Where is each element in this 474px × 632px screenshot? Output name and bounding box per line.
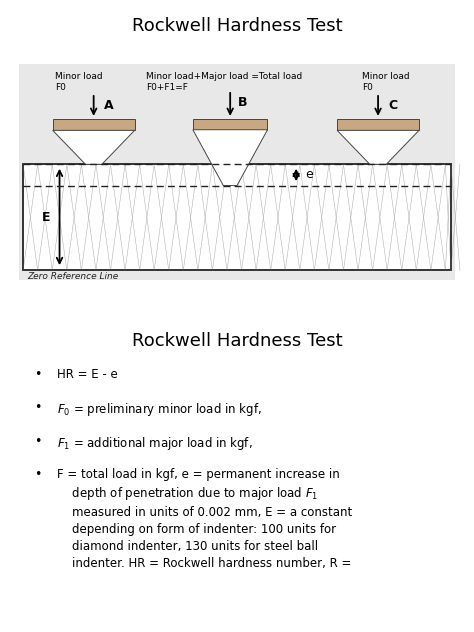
Bar — [23, 164, 451, 270]
Text: Zero Reference Line: Zero Reference Line — [27, 272, 119, 281]
Text: Minor load+Major load =Total load
F0+F1=F: Minor load+Major load =Total load F0+F1=… — [146, 72, 302, 92]
Text: Rockwell Hardness Test: Rockwell Hardness Test — [132, 17, 342, 35]
Text: •: • — [35, 401, 42, 415]
Bar — [193, 119, 267, 130]
Text: e: e — [305, 169, 313, 181]
Bar — [53, 119, 135, 130]
Bar — [337, 119, 419, 130]
Text: •: • — [35, 468, 42, 481]
Text: B: B — [238, 95, 248, 109]
Text: Minor load
F0: Minor load F0 — [362, 72, 410, 92]
Text: Rockwell Hardness Test: Rockwell Hardness Test — [132, 332, 342, 349]
Polygon shape — [337, 130, 419, 164]
Bar — [18, 64, 456, 279]
Text: C: C — [388, 99, 397, 112]
Text: HR = E - e: HR = E - e — [57, 368, 118, 381]
Text: E: E — [42, 211, 51, 224]
Text: $F_1$ = additional major load in kgf,: $F_1$ = additional major load in kgf, — [57, 435, 253, 451]
Bar — [23, 164, 451, 270]
Polygon shape — [193, 130, 267, 186]
Text: $F_0$ = preliminary minor load in kgf,: $F_0$ = preliminary minor load in kgf, — [57, 401, 262, 418]
Polygon shape — [53, 130, 135, 164]
Text: •: • — [35, 368, 42, 381]
Text: A: A — [104, 99, 113, 112]
Text: F = total load in kgf, e = permanent increase in
    depth of penetration due to: F = total load in kgf, e = permanent inc… — [57, 468, 353, 571]
Text: Minor load
F0: Minor load F0 — [55, 72, 102, 92]
Text: •: • — [35, 435, 42, 447]
